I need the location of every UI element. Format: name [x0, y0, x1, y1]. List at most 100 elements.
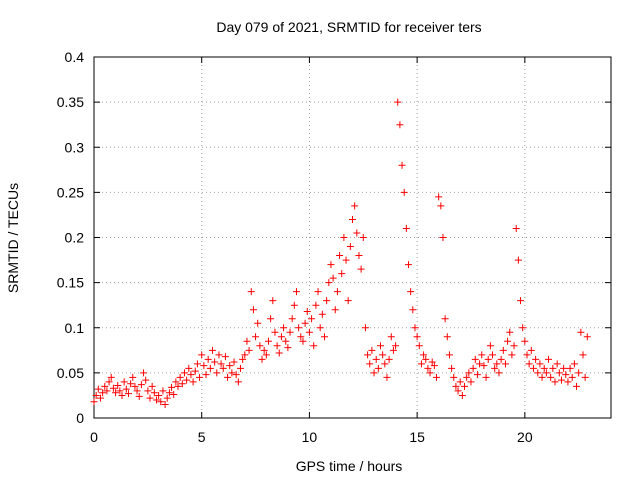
data-point [364, 351, 372, 359]
data-point [133, 387, 141, 395]
grid-layer [94, 57, 611, 418]
data-point [295, 324, 303, 332]
data-point [325, 279, 333, 287]
data-point [280, 324, 288, 332]
data-point [288, 315, 296, 323]
data-point [176, 373, 184, 381]
data-point [392, 342, 400, 350]
data-point [96, 394, 104, 402]
data-point [196, 373, 204, 381]
data-point [482, 373, 490, 381]
data-point [185, 364, 193, 372]
data-point [504, 337, 512, 345]
chart-title: Day 079 of 2021, SRMTID for receiver ter… [216, 19, 481, 35]
data-point [90, 398, 98, 406]
data-point [191, 367, 199, 375]
data-point [127, 380, 135, 388]
data-point [583, 333, 591, 341]
data-point [254, 319, 262, 327]
data-point [437, 202, 445, 210]
data-point [264, 337, 272, 345]
y-tick-label: 0.05 [57, 365, 84, 381]
data-point [529, 364, 537, 372]
data-point [396, 121, 404, 129]
data-point [286, 328, 294, 336]
data-point [461, 382, 469, 390]
data-point [148, 382, 156, 390]
data-point [301, 319, 309, 327]
data-point [144, 387, 152, 395]
data-point [118, 391, 126, 399]
data-point [342, 256, 350, 264]
data-point [297, 333, 305, 341]
data-point [458, 391, 466, 399]
data-point [355, 252, 363, 260]
y-tick-label: 0.3 [65, 139, 85, 155]
data-point [99, 389, 107, 397]
data-point [221, 353, 229, 361]
data-point [407, 288, 415, 296]
points-layer [90, 98, 591, 408]
data-point [389, 346, 397, 354]
data-point [105, 378, 113, 386]
ticks-layer: 0 0.05 0.1 0.15 0.2 0.25 0.3 0.35 0.4 0 5 10 15 20 [57, 49, 611, 445]
data-point [187, 371, 195, 379]
x-tick-label: 0 [90, 429, 98, 445]
data-point [508, 351, 516, 359]
data-point [549, 364, 557, 372]
data-point [146, 394, 154, 402]
data-point [107, 373, 115, 381]
data-point [521, 337, 529, 345]
data-point [417, 360, 425, 368]
data-point [232, 371, 240, 379]
data-point [381, 360, 389, 368]
data-point [581, 373, 589, 381]
data-point [536, 360, 544, 368]
data-point [327, 261, 335, 269]
data-point [340, 234, 348, 241]
data-point [112, 389, 120, 397]
data-point [491, 364, 499, 372]
data-point [428, 358, 436, 366]
data-point [566, 364, 574, 372]
data-point [314, 288, 322, 296]
data-point [163, 394, 171, 402]
data-point [499, 346, 507, 354]
data-point [211, 358, 219, 366]
data-point [320, 333, 328, 341]
data-point [114, 382, 122, 390]
data-point [538, 373, 546, 381]
data-point [547, 373, 555, 381]
data-point [267, 315, 275, 323]
data-point [262, 351, 270, 359]
data-point [135, 392, 143, 400]
data-point [557, 376, 565, 384]
data-point [411, 324, 419, 332]
data-point [318, 310, 326, 318]
data-point [430, 362, 438, 370]
data-point [370, 369, 378, 377]
y-tick-label: 0.35 [57, 94, 84, 110]
data-point [420, 351, 428, 359]
data-point [351, 202, 359, 210]
data-point [206, 364, 214, 372]
data-point [252, 333, 260, 341]
data-point [467, 378, 475, 386]
data-point [275, 349, 283, 357]
data-point [124, 390, 132, 398]
data-point [284, 344, 292, 352]
data-point [506, 328, 514, 336]
data-point [435, 193, 443, 201]
data-point [103, 387, 111, 395]
data-point [433, 373, 441, 381]
data-point [290, 301, 298, 309]
data-point [204, 355, 212, 363]
data-point [349, 215, 356, 223]
data-point [493, 360, 501, 368]
data-point [183, 376, 191, 384]
data-point [443, 333, 451, 341]
data-point [193, 360, 201, 368]
data-point [172, 378, 180, 386]
data-point [422, 355, 430, 363]
